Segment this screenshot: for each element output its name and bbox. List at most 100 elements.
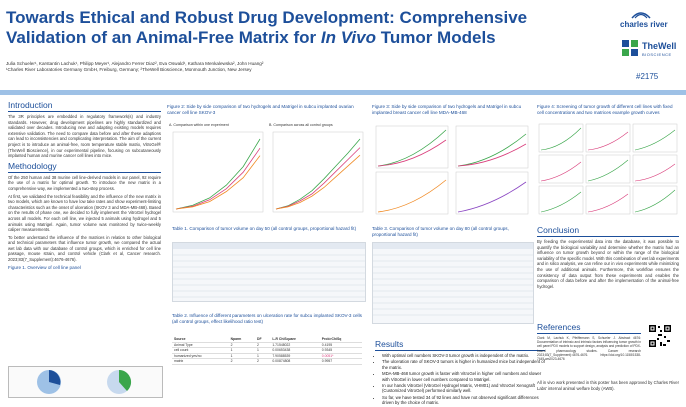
figure3-chart <box>372 122 532 217</box>
thewell-logo-subtext: BIOSCIENCE <box>642 52 672 57</box>
chart-frame <box>272 131 364 213</box>
title-line-2-pre: Validation of an Animal-Free Matrix for <box>6 28 321 47</box>
thewell-logo-text: TheWell <box>642 41 677 51</box>
table2-caption: Table 2. Influence of different paramete… <box>172 313 362 324</box>
table-cell: 0.00874808 <box>270 358 320 365</box>
figure2-caption-block: Figure 2: Side by side comparison of two… <box>167 104 367 116</box>
figure1-pie-graphic <box>37 369 132 394</box>
table-cell: 0.9345 <box>319 347 362 354</box>
table-row: cell count 1 1 0.00653438 0.9345 <box>172 347 362 354</box>
conclusion-rule <box>537 236 679 237</box>
introduction-heading: Introduction <box>8 100 53 110</box>
figure2-caption: Figure 2: Side by side comparison of two… <box>167 104 354 115</box>
table1-grid <box>173 243 365 298</box>
conclusion-heading: Conclusion <box>537 225 580 235</box>
introduction-rule <box>8 111 161 112</box>
methodology-p2: At first, we validated the technical fea… <box>8 193 161 233</box>
table2-header: Nparm <box>228 337 256 343</box>
methodology-heading: Methodology <box>8 160 57 171</box>
table-cell: 0.00653438 <box>270 347 320 354</box>
header-divider-band <box>0 90 686 95</box>
table-row: matrix 2 2 0.00874808 0.9957 <box>172 358 362 365</box>
table2: Source Nparm DF L-R ChiSquare Prob>ChiSq… <box>172 337 362 365</box>
table2-grid: Source Nparm DF L-R ChiSquare Prob>ChiSq… <box>172 337 362 365</box>
conclusion-section: Conclusion By feeding the experimental d… <box>537 225 679 291</box>
table3-caption: Table 3. Comparison of tumor volume on d… <box>372 226 509 237</box>
table-cell: 2 <box>255 358 271 365</box>
author-list: Julia Schueler¹, Karstantin Lachuk¹, Phi… <box>6 61 264 66</box>
results-section: Results With optimal cell numbers SKOV-3… <box>375 339 545 407</box>
table-cell: 0.0051* <box>319 353 362 360</box>
figure2-panel-b-label: B. Comparison across all control groups <box>269 123 333 127</box>
series-line <box>175 138 261 210</box>
table-cell: 0.9957 <box>319 358 362 365</box>
charles-river-logo-text: charles river <box>620 20 668 29</box>
footer-note: All in vivo work presented in this poste… <box>537 380 679 391</box>
poster-number: #2175 <box>636 72 659 81</box>
table3 <box>372 242 534 324</box>
title-line-2: Validation of an Animal-Free Matrix for … <box>6 28 551 48</box>
affiliations: ¹Charles River Laboratories Germany GmbH… <box>6 67 252 72</box>
references-text: Clark M, Lachuk K, Pfeiffemann S, Schuel… <box>537 336 641 362</box>
table3-grid <box>373 243 533 316</box>
table2-caption-block: Table 2. Influence of different paramete… <box>172 313 367 325</box>
methodology-p3: To better understand the influence of th… <box>8 234 161 263</box>
table-cell: cell count <box>172 347 229 354</box>
title-line-2-post: Tumor Models <box>375 28 496 47</box>
methodology-p1: Of the 250 human and 38 murine cell line… <box>8 174 161 191</box>
references-heading: References <box>537 322 581 332</box>
series-line <box>275 138 361 210</box>
footer-note-block: All in vivo work presented in this poste… <box>537 380 679 393</box>
figure4-plot-grid <box>538 123 678 215</box>
table2-header: L-R ChiSquare <box>270 337 320 343</box>
poster-header: Towards Ethical and Robust Drug Developm… <box>0 0 686 92</box>
figure4-chart <box>537 122 679 217</box>
table1-caption: Table 1. Comparison of tumor volume on d… <box>172 226 357 231</box>
figure3-caption: Figure 3: Side by side comparison of two… <box>372 104 522 115</box>
figure3-caption-block: Figure 3: Side by side comparison of two… <box>372 104 532 116</box>
thewell-logo: TheWell BIOSCIENCE <box>622 38 682 68</box>
table-cell: humanized yes/no <box>172 353 229 360</box>
series-line <box>275 147 361 210</box>
table-cell: 2 <box>228 358 256 365</box>
series-line <box>275 154 361 210</box>
references-rule <box>537 333 641 334</box>
figure3-plot-area <box>375 125 529 215</box>
list-item: MDA-MB-468 tumor growth is faster with V… <box>382 371 545 382</box>
table-cell: 1 <box>255 353 271 360</box>
charles-river-mark-icon <box>631 12 651 19</box>
figure4-caption: Figure 4: Screening of tumor growth of d… <box>537 104 673 115</box>
table-cell: 7.90588539 <box>270 353 320 360</box>
results-list: With optimal cell numbers SKOV-3 tumor g… <box>375 353 545 406</box>
table-cell: 1 <box>255 347 271 354</box>
figure4-caption-block: Figure 4: Screening of tumor growth of d… <box>537 104 679 116</box>
conclusion-text: By feeding the experimental data into th… <box>537 239 679 289</box>
qr-code-icon[interactable] <box>648 324 672 348</box>
authors-block: Julia Schueler¹, Karstantin Lachuk¹, Phi… <box>6 61 551 73</box>
table-row: humanized yes/no 1 1 7.90588539 0.0051* <box>172 353 362 360</box>
table2-header: DF <box>255 337 271 343</box>
methodology-rule <box>8 171 161 173</box>
results-rule <box>375 350 545 351</box>
title-line-1: Towards Ethical and Robust Drug Developm… <box>6 8 528 27</box>
thewell-mark-icon <box>622 40 638 56</box>
table-cell: matrix <box>172 358 229 365</box>
table1-caption-block: Table 1. Comparison of tumor volume on d… <box>172 226 367 232</box>
poster-title: Towards Ethical and Robust Drug Developm… <box>6 8 551 48</box>
list-item: The ulceration rate of SKOV-3 tumors is … <box>382 359 545 370</box>
list-item: With optimal cell numbers SKOV-3 tumor g… <box>382 353 545 358</box>
table-cell: 2 <box>255 342 271 349</box>
table1 <box>172 242 366 302</box>
introduction-text: The 3R principles are embedded in regula… <box>8 114 161 159</box>
table3-caption-block: Table 3. Comparison of tumor volume on d… <box>372 226 532 238</box>
list-item: So far, we have tested 34 of 92 lines an… <box>382 395 545 406</box>
references-section: References Clark M, Lachuk K, Pfeiffeman… <box>537 322 641 363</box>
table2-header: Source <box>172 337 229 343</box>
figure2-panel-a-label: A. Comparison within one experiment <box>169 123 229 127</box>
table-cell: 1 <box>228 347 256 354</box>
charles-river-logo: charles river <box>600 10 680 32</box>
table-cell: 0.4195 <box>319 342 362 349</box>
table-cell: Animal Type <box>172 342 229 349</box>
results-heading: Results <box>375 339 404 349</box>
